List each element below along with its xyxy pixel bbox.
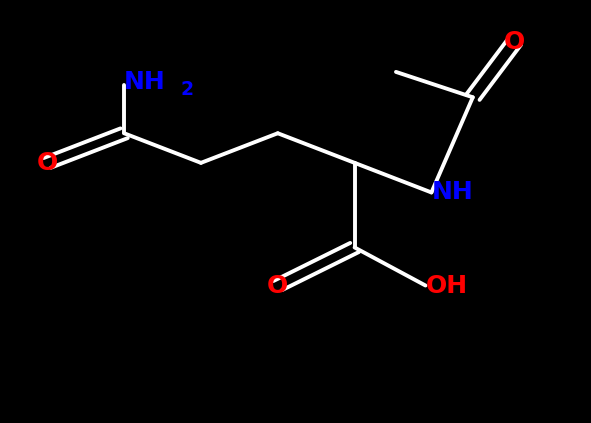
Text: O: O <box>267 274 288 297</box>
Text: O: O <box>504 30 525 54</box>
Text: O: O <box>37 151 58 175</box>
Text: NH: NH <box>124 71 166 94</box>
Text: NH: NH <box>431 181 473 204</box>
Text: 2: 2 <box>180 80 193 99</box>
Text: OH: OH <box>426 274 467 297</box>
